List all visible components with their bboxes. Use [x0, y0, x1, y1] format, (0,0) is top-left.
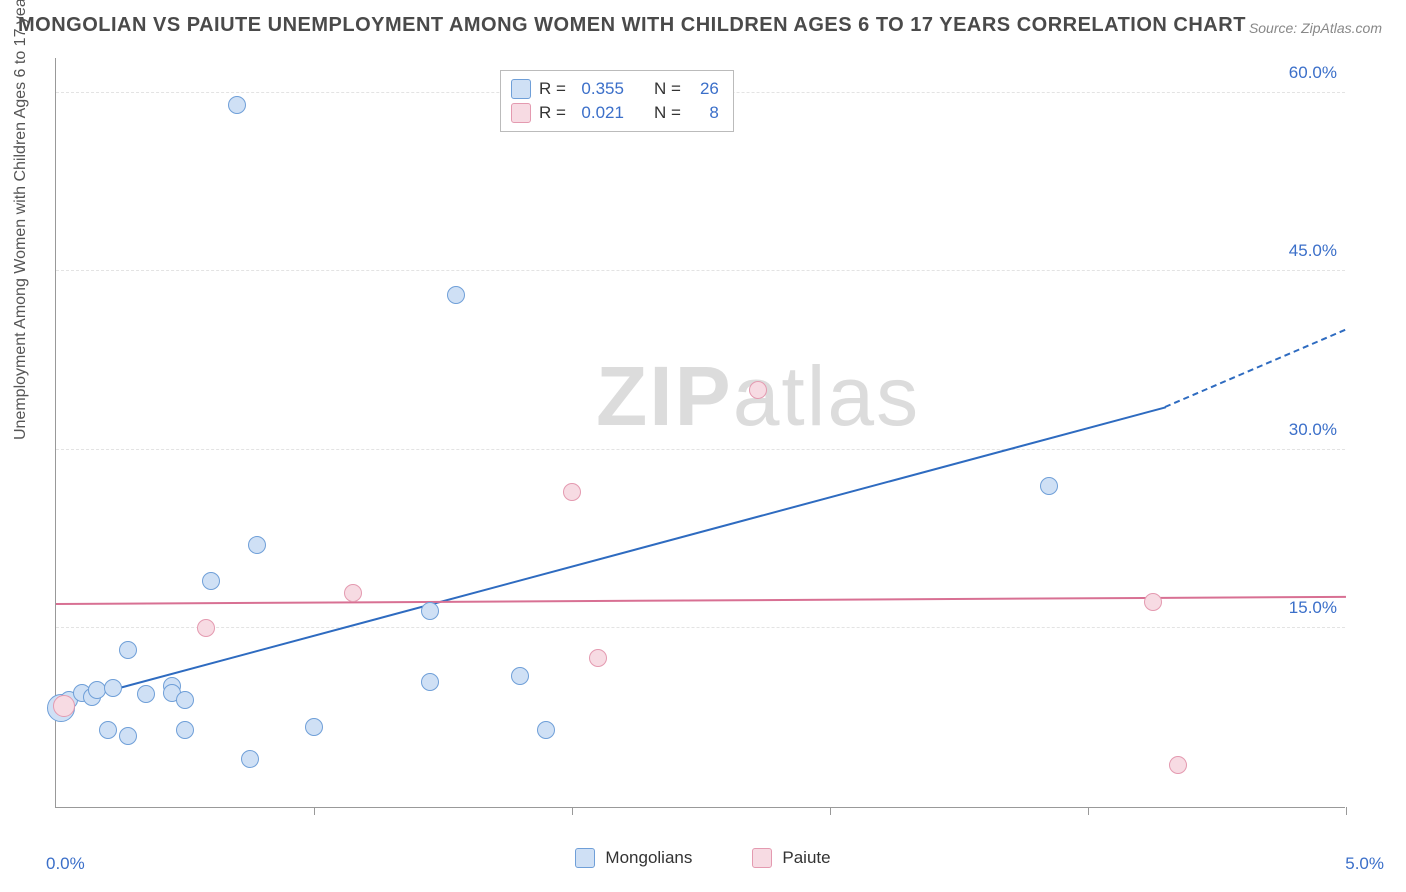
data-point — [589, 649, 607, 667]
gridline — [56, 449, 1345, 450]
data-point — [119, 641, 137, 659]
data-point — [119, 727, 137, 745]
data-point — [447, 286, 465, 304]
trendline — [56, 406, 1166, 706]
data-point — [197, 619, 215, 637]
data-point — [104, 679, 122, 697]
data-point — [421, 602, 439, 620]
data-point — [511, 667, 529, 685]
legend-item-mongolians: Mongolians — [575, 848, 692, 868]
stats-swatch-icon — [511, 103, 531, 123]
x-tick — [830, 807, 831, 815]
x-tick — [1346, 807, 1347, 815]
stats-r-label: R = — [539, 103, 566, 123]
data-point — [537, 721, 555, 739]
stats-n-value: 26 — [689, 79, 719, 99]
legend-swatch-icon — [752, 848, 772, 868]
data-point — [176, 721, 194, 739]
data-point — [1169, 756, 1187, 774]
data-point — [1144, 593, 1162, 611]
data-point — [421, 673, 439, 691]
data-point — [137, 685, 155, 703]
y-axis-label: Unemployment Among Women with Children A… — [12, 0, 30, 440]
data-point — [749, 381, 767, 399]
stats-r-label: R = — [539, 79, 566, 99]
data-point — [99, 721, 117, 739]
legend-swatch-icon — [575, 848, 595, 868]
x-axis-start-label: 0.0% — [46, 854, 85, 874]
stats-n-label: N = — [654, 103, 681, 123]
data-point — [248, 536, 266, 554]
scatter-plot: ZIPatlas 15.0%30.0%45.0%60.0% — [55, 58, 1345, 808]
x-tick — [572, 807, 573, 815]
source-attribution: Source: ZipAtlas.com — [1249, 20, 1382, 36]
y-tick-label: 30.0% — [1289, 420, 1337, 440]
legend: Mongolians Paiute — [0, 848, 1406, 868]
x-axis-end-label: 5.0% — [1345, 854, 1384, 874]
data-point — [563, 483, 581, 501]
legend-label: Paiute — [782, 848, 830, 868]
y-tick-label: 15.0% — [1289, 598, 1337, 618]
data-point — [241, 750, 259, 768]
data-point — [305, 718, 323, 736]
correlation-stats-box: R = 0.355 N = 26 R = 0.021 N = 8 — [500, 70, 734, 132]
y-tick-label: 45.0% — [1289, 241, 1337, 261]
stats-r-value: 0.021 — [574, 103, 624, 123]
stats-row: R = 0.021 N = 8 — [511, 101, 719, 125]
trendline-extrapolated — [1165, 329, 1346, 408]
data-point — [344, 584, 362, 602]
data-point — [176, 691, 194, 709]
gridline — [56, 270, 1345, 271]
data-point — [202, 572, 220, 590]
data-point — [53, 695, 75, 717]
stats-n-label: N = — [654, 79, 681, 99]
chart-title: MONGOLIAN VS PAIUTE UNEMPLOYMENT AMONG W… — [18, 14, 1246, 37]
y-tick-label: 60.0% — [1289, 63, 1337, 83]
stats-swatch-icon — [511, 79, 531, 99]
legend-label: Mongolians — [605, 848, 692, 868]
stats-r-value: 0.355 — [574, 79, 624, 99]
data-point — [1040, 477, 1058, 495]
x-tick — [314, 807, 315, 815]
legend-item-paiute: Paiute — [752, 848, 830, 868]
stats-n-value: 8 — [689, 103, 719, 123]
gridline — [56, 627, 1345, 628]
x-tick — [1088, 807, 1089, 815]
data-point — [228, 96, 246, 114]
stats-row: R = 0.355 N = 26 — [511, 77, 719, 101]
